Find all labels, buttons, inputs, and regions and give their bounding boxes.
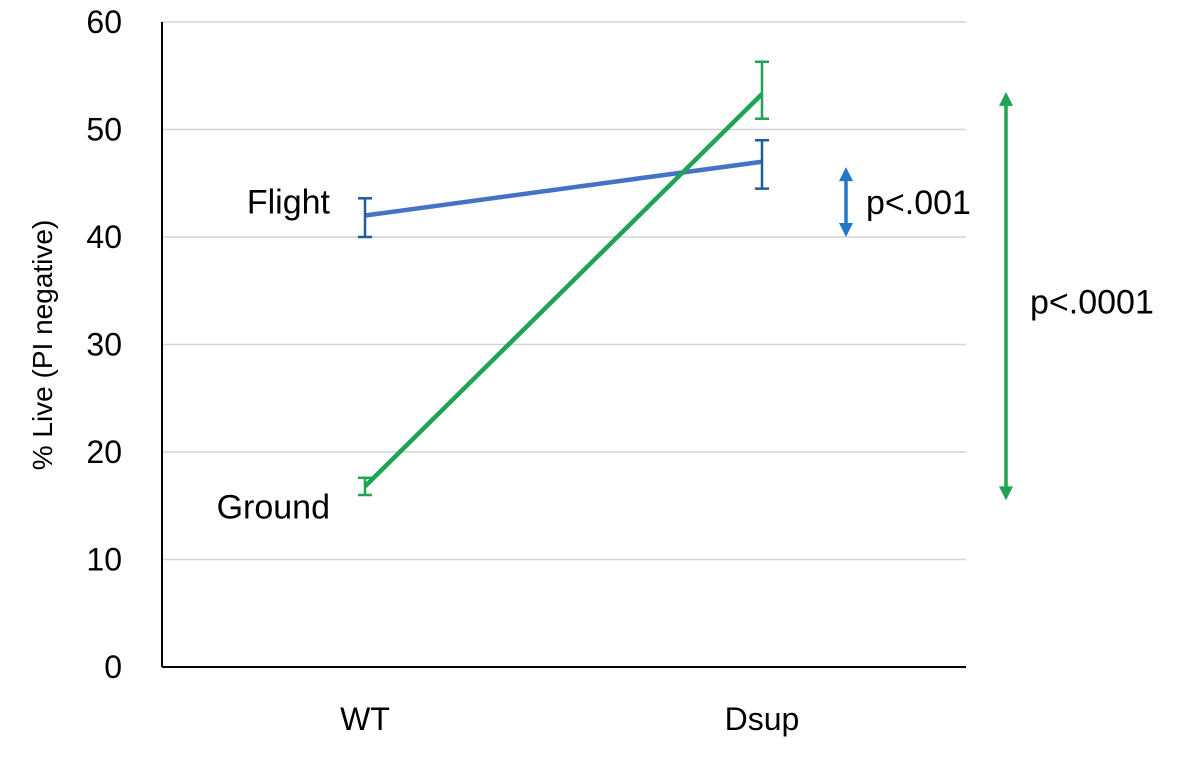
arrow-head-up <box>839 167 853 182</box>
significance-annotation: p<.001 <box>839 167 971 237</box>
y-tick-label: 60 <box>86 4 122 40</box>
y-tick-label: 10 <box>86 542 122 578</box>
series-line <box>364 159 763 218</box>
series-ground: Ground <box>217 60 769 526</box>
y-tick-labels: 0 10 20 30 40 50 60 <box>86 4 122 685</box>
y-axis-label: % Live (PI negative) <box>27 220 58 471</box>
p-value-label: p<.001 <box>866 184 971 222</box>
annotations: p<.001 p<.0001 <box>839 91 1154 501</box>
x-tick-labels: WT Dsup <box>340 701 799 737</box>
y-tick-label: 50 <box>86 112 122 148</box>
gridlines <box>162 21 966 561</box>
y-tick-label: 0 <box>104 649 122 685</box>
axes <box>161 22 966 668</box>
arrow-head-down <box>839 223 853 237</box>
series-line <box>363 92 764 489</box>
series-label: Ground <box>217 488 330 526</box>
series-group: Flight Ground <box>217 60 769 526</box>
series-label: Flight <box>247 184 331 222</box>
x-tick-label: Dsup <box>725 701 800 737</box>
x-tick-label: WT <box>340 701 390 737</box>
series-flight: Flight <box>247 139 769 239</box>
p-value-label: p<.0001 <box>1030 284 1154 322</box>
arrow-head-up <box>999 91 1013 106</box>
significance-annotation: p<.0001 <box>999 91 1154 501</box>
y-tick-label: 40 <box>86 219 122 255</box>
y-tick-label: 20 <box>86 434 122 470</box>
y-tick-label: 30 <box>86 327 122 363</box>
arrow-head-down <box>999 486 1013 501</box>
